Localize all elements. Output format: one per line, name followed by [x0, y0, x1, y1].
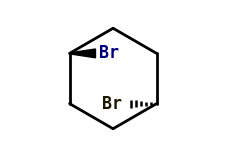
Text: Br: Br — [99, 44, 119, 62]
Text: Br: Br — [102, 95, 122, 113]
Polygon shape — [70, 49, 96, 58]
